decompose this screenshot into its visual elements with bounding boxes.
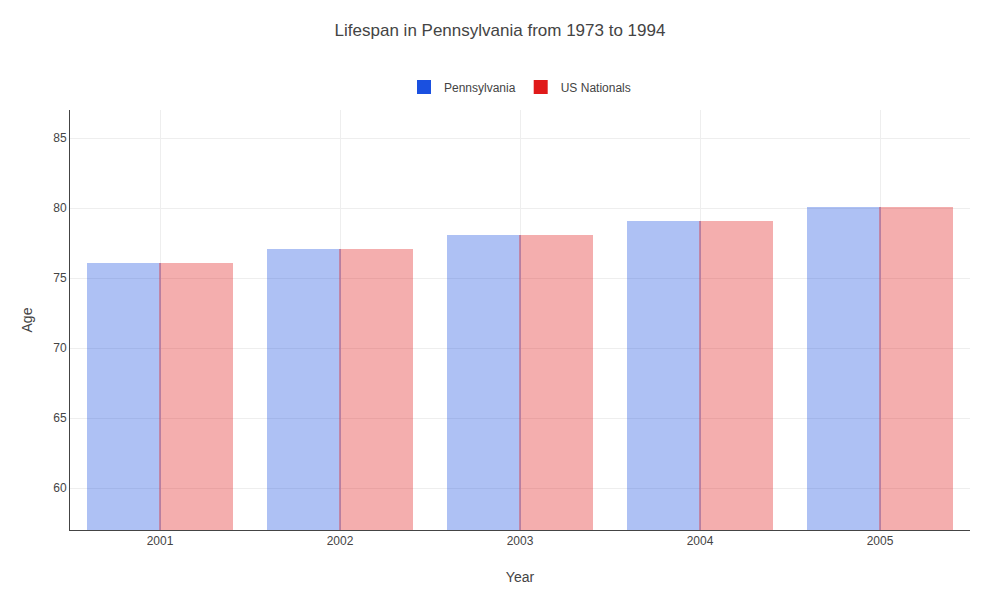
svg-text:65: 65 bbox=[53, 411, 67, 425]
svg-text:Year: Year bbox=[506, 569, 535, 585]
svg-text:85: 85 bbox=[53, 131, 67, 145]
svg-text:2005: 2005 bbox=[867, 534, 894, 548]
svg-text:Pennsylvania: Pennsylvania bbox=[444, 81, 516, 95]
svg-text:70: 70 bbox=[53, 341, 67, 355]
svg-text:Lifespan in Pennsylvania from: Lifespan in Pennsylvania from 1973 to 19… bbox=[335, 21, 666, 40]
svg-text:2004: 2004 bbox=[687, 534, 714, 548]
svg-text:Age: Age bbox=[19, 307, 35, 332]
svg-text:80: 80 bbox=[53, 201, 67, 215]
svg-text:75: 75 bbox=[53, 271, 67, 285]
svg-text:60: 60 bbox=[53, 481, 67, 495]
svg-text:US Nationals: US Nationals bbox=[561, 81, 631, 95]
svg-text:2001: 2001 bbox=[147, 534, 174, 548]
svg-text:2002: 2002 bbox=[327, 534, 354, 548]
svg-text:2003: 2003 bbox=[507, 534, 534, 548]
